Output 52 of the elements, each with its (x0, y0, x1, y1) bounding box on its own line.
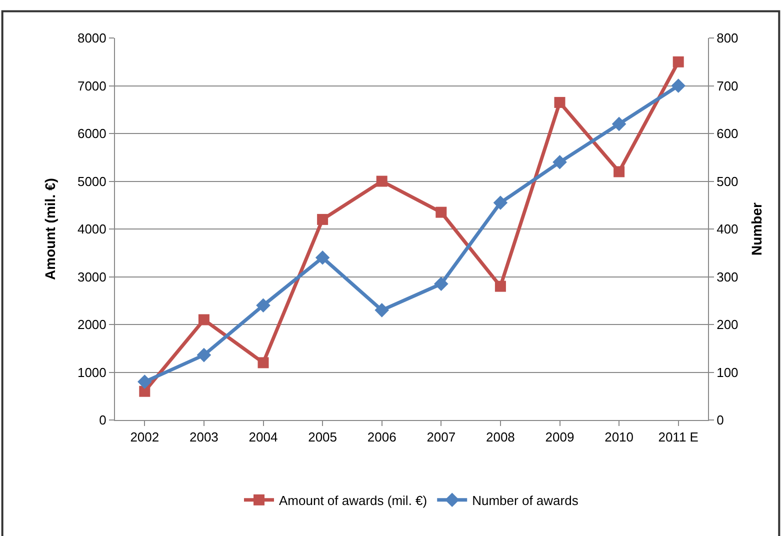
x-tick-label: 2005 (308, 430, 338, 445)
x-tick-label: 2006 (367, 430, 396, 445)
x-tick-label: 2010 (604, 430, 634, 445)
point (672, 56, 684, 68)
x-tick-label: 2008 (486, 430, 515, 445)
point (612, 116, 626, 132)
y2-tick-label: 100 (716, 364, 738, 380)
y-tick-label: 3000 (77, 269, 106, 284)
point (494, 280, 506, 292)
x-tick-label: 2004 (248, 430, 278, 445)
legend-label: Amount of awards (mil. €) (279, 492, 428, 508)
y-axis-title: Amount (mil. €) (42, 178, 58, 280)
y2-tick-label: 800 (716, 30, 738, 46)
point (196, 348, 212, 362)
point (436, 206, 447, 218)
point (315, 250, 330, 265)
x-tick-label: 2003 (189, 430, 218, 445)
y2-tick-label: 700 (716, 78, 738, 94)
point (258, 357, 269, 368)
point (614, 166, 625, 178)
point (139, 386, 150, 397)
point (317, 214, 328, 225)
y-tick-label: 6000 (77, 126, 106, 142)
point (552, 155, 567, 170)
y2-tick-label: 600 (716, 126, 738, 142)
y2-tick-label: 0 (716, 412, 724, 428)
point (554, 96, 566, 108)
point (138, 374, 152, 389)
point (256, 298, 270, 313)
y2-axis-title: Number (748, 202, 765, 256)
y2-tick-label: 500 (716, 174, 738, 189)
point (376, 176, 388, 187)
x-tick-label: 2002 (130, 430, 160, 445)
point (493, 196, 508, 210)
y2-tick-label: 200 (716, 317, 738, 332)
point (374, 303, 389, 318)
y-tick-label: 2000 (77, 317, 106, 332)
point (198, 314, 210, 326)
y-tick-label: 1000 (77, 364, 106, 380)
y-tick-label: 7000 (77, 78, 106, 94)
legend-label: Number of awards (472, 492, 579, 508)
point (434, 276, 448, 292)
y2-tick-label: 400 (716, 222, 738, 237)
x-tick-label: 2011 E (658, 430, 699, 445)
y-tick-label: 4000 (77, 222, 106, 237)
y2-tick-label: 300 (716, 269, 738, 284)
y-tick-label: 8000 (77, 30, 106, 46)
y-tick-label: 0 (99, 412, 106, 428)
point (671, 78, 686, 93)
y-tick-label: 5000 (77, 174, 106, 189)
x-tick-label: 2007 (426, 430, 456, 445)
x-tick-label: 2009 (545, 430, 574, 445)
